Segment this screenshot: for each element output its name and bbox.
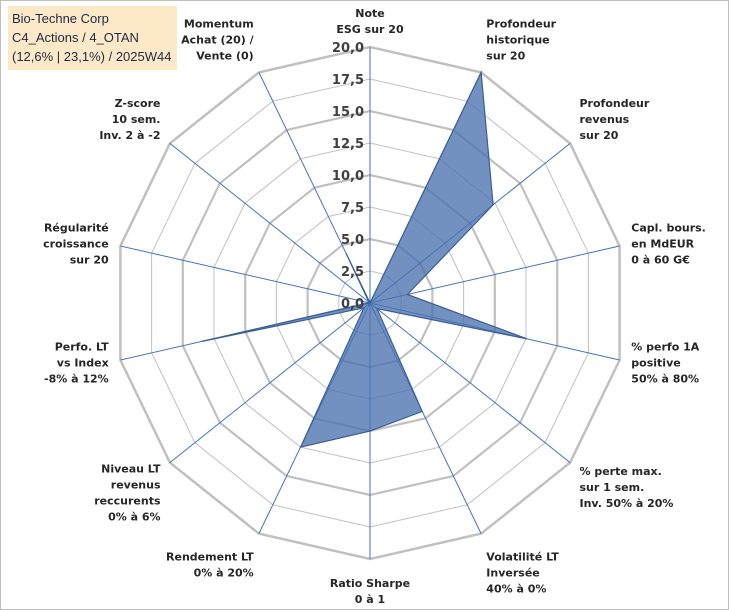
axis-label: Volatilité LT Inversée 40% à 0%: [486, 551, 559, 596]
axis-label: Capl. bours. en MdEUR 0 à 60 G€: [631, 221, 706, 266]
radar-tick-labels: 0,0 2,5 5,0 7,5 10,0 12,5 15,0 17,5 20,0: [332, 41, 364, 312]
title-box: Bio-Techne Corp C4_Actions / 4_OTAN (12,…: [8, 6, 178, 70]
tick-label: 12,5: [332, 137, 364, 152]
tick-label: 7,5: [341, 201, 364, 216]
radar-spoke: [369, 245, 620, 304]
tick-label: 17,5: [332, 73, 364, 88]
axis-label: Profondeur historique sur 20: [486, 18, 556, 63]
tick-label: 15,0: [332, 105, 364, 120]
radar-series-area: [201, 70, 528, 449]
axis-label: Ratio Sharpe 0 à 1: [330, 577, 410, 606]
axis-label: Z-score 10 sem. Inv. 2 à -2: [99, 97, 160, 142]
radar-spoke: [369, 302, 571, 463]
axis-label: Note ESG sur 20: [336, 7, 404, 36]
radar-spoke: [169, 143, 371, 304]
tick-label: 0,0: [341, 297, 364, 312]
axis-label: Profondeur revenus sur 20: [580, 97, 650, 142]
axis-label: Rendement LT 0% à 20%: [166, 551, 254, 580]
radar-spoke: [120, 245, 371, 304]
axis-label: Perfo. LT vs Index -8% à 12%: [44, 341, 109, 386]
tick-label: 5,0: [341, 233, 364, 248]
radar-spoke: [169, 302, 371, 463]
tick-label: 2,5: [341, 265, 364, 280]
radar-axis-labels: Note ESG sur 20 Profondeur historique sur 20…: [43, 7, 706, 606]
axis-label: Niveau LT revenus reccurents 0% à 6%: [94, 463, 161, 524]
category-label: C4_Actions / 4_OTAN: [12, 30, 139, 45]
stats-label: (12,6% | 23,1%) / 2025W44: [12, 49, 172, 64]
axis-label: % perte max. sur 1 sem. Inv. 50% à 20%: [580, 465, 674, 510]
radar-series: [201, 70, 528, 449]
axis-label: Momentum Achat (20) / Vente (0): [181, 18, 255, 63]
tick-label: 10,0: [332, 169, 364, 184]
axis-label: % perfo 1A positive 50% à 80%: [631, 341, 699, 386]
axis-label: Régularité croissance sur 20: [43, 221, 109, 266]
tick-label: 20,0: [332, 41, 364, 56]
company-name: Bio-Techne Corp: [12, 11, 109, 26]
